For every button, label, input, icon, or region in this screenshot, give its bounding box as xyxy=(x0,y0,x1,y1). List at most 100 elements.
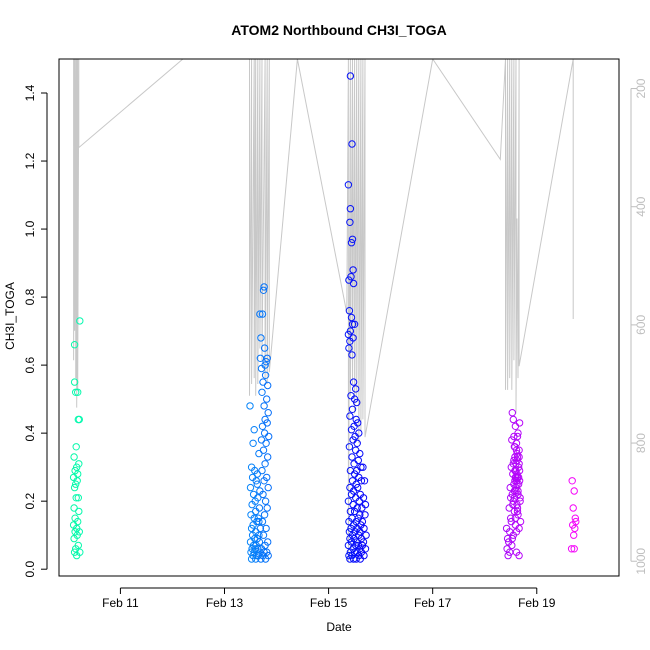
data-point xyxy=(352,415,360,424)
data-point xyxy=(260,511,269,519)
data-point xyxy=(348,405,357,413)
data-point xyxy=(348,235,357,244)
data-point xyxy=(263,354,271,362)
data-point xyxy=(358,504,366,512)
data-point xyxy=(345,551,353,560)
y-tick-label: 0.8 xyxy=(23,288,37,305)
data-point xyxy=(345,344,353,352)
data-point xyxy=(346,534,354,543)
data-point xyxy=(252,477,260,485)
y-tick-label: 0.4 xyxy=(23,424,37,441)
data-point xyxy=(72,494,80,502)
data-point xyxy=(350,507,359,516)
secondary-tick-label: 1000 xyxy=(634,548,648,575)
data-point xyxy=(513,473,522,482)
data-point xyxy=(352,446,360,454)
data-point xyxy=(512,477,521,485)
data-point xyxy=(346,337,354,345)
y-tick-label: 1.0 xyxy=(23,220,37,237)
data-point xyxy=(259,446,268,454)
data-point xyxy=(570,531,578,539)
data-point xyxy=(250,426,258,434)
data-point xyxy=(362,531,370,539)
data-point xyxy=(345,443,354,451)
data-point xyxy=(570,545,578,553)
data-point xyxy=(257,436,266,444)
data-point xyxy=(73,551,81,560)
data-point xyxy=(258,388,266,396)
x-tick-label: Feb 19 xyxy=(518,596,556,610)
data-point xyxy=(74,388,82,396)
data-point xyxy=(510,432,518,441)
data-point xyxy=(354,456,362,465)
chart-title: ATOM2 Northbound CH3I_TOGA xyxy=(231,22,446,38)
data-point xyxy=(354,541,362,550)
data-point xyxy=(262,524,270,533)
data-point xyxy=(252,555,260,563)
data-point xyxy=(347,239,356,247)
data-point xyxy=(512,446,521,454)
data-point xyxy=(348,453,356,461)
data-point xyxy=(516,517,525,526)
data-point xyxy=(570,487,578,495)
data-point xyxy=(352,385,360,393)
data-point xyxy=(507,517,515,526)
data-point xyxy=(509,500,517,509)
data-point xyxy=(356,449,364,458)
data-point xyxy=(259,531,268,539)
data-point xyxy=(264,453,272,461)
data-point xyxy=(253,470,261,478)
data-point xyxy=(567,545,576,553)
data-point xyxy=(515,453,523,461)
data-point xyxy=(503,534,512,543)
data-point xyxy=(346,555,354,563)
data-point xyxy=(347,426,356,434)
data-point xyxy=(571,514,579,522)
data-point xyxy=(359,463,367,471)
data-point xyxy=(361,511,369,519)
data-point xyxy=(571,524,579,533)
data-point xyxy=(346,507,355,516)
data-point xyxy=(249,439,257,447)
data-point xyxy=(73,477,81,485)
data-point xyxy=(257,334,265,342)
data-point xyxy=(509,460,517,468)
data-point xyxy=(345,517,353,526)
data-point xyxy=(248,500,256,509)
data-point xyxy=(356,528,364,536)
y-tick-label: 0.2 xyxy=(23,493,37,510)
y-tick-label: 1.4 xyxy=(23,84,37,101)
data-point xyxy=(249,521,257,529)
data-point xyxy=(348,140,356,148)
data-point xyxy=(358,517,367,526)
data-point xyxy=(70,504,78,512)
secondary-tick-label: 600 xyxy=(634,315,648,335)
data-point xyxy=(508,409,516,417)
data-point xyxy=(355,497,363,505)
data-point xyxy=(262,439,270,447)
data-point xyxy=(507,494,515,502)
data-point xyxy=(260,344,269,352)
y-tick-label: 0.6 xyxy=(23,356,37,373)
data-point xyxy=(75,507,83,516)
data-point xyxy=(257,364,266,373)
data-point xyxy=(72,388,80,396)
data-point xyxy=(345,276,353,284)
data-point xyxy=(246,402,254,410)
data-point xyxy=(347,313,356,322)
data-point xyxy=(258,466,266,475)
data-point xyxy=(76,317,84,325)
data-point xyxy=(259,286,268,294)
data-point xyxy=(261,371,270,379)
pressure-track-line xyxy=(73,59,574,562)
data-point xyxy=(513,507,522,516)
x-tick-label: Feb 15 xyxy=(310,596,348,610)
data-point xyxy=(70,483,79,492)
data-point xyxy=(569,504,577,512)
data-point xyxy=(346,218,354,227)
x-tick-label: Feb 17 xyxy=(414,596,452,610)
data-point xyxy=(349,378,358,386)
data-point xyxy=(349,500,357,509)
data-point xyxy=(262,358,270,366)
